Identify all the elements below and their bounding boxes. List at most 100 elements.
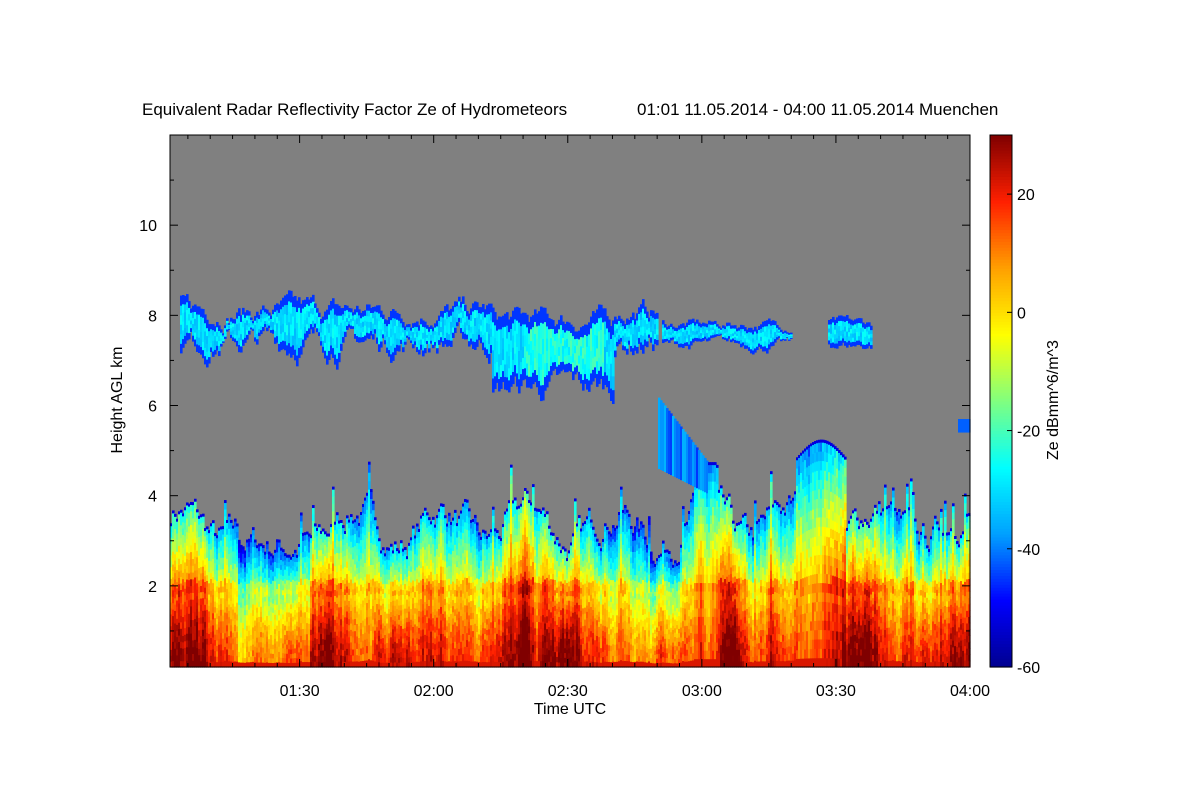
- echo-cell: [430, 619, 433, 626]
- echo-cell: [448, 540, 451, 548]
- echo-cell: [240, 339, 243, 347]
- echo-cell: [312, 627, 315, 635]
- echo-cell: [414, 613, 417, 620]
- echo-cell: [350, 547, 353, 555]
- echo-cell: [370, 549, 373, 558]
- echo-cell: [188, 512, 191, 520]
- echo-cell: [258, 636, 261, 643]
- echo-cell: [190, 319, 193, 325]
- echo-cell: [462, 599, 465, 608]
- echo-cell: [240, 333, 243, 341]
- echo-cell: [360, 596, 363, 604]
- echo-cell: [204, 564, 207, 571]
- echo-cell: [230, 606, 233, 614]
- echo-cell: [252, 529, 255, 536]
- echo-cell: [440, 505, 443, 513]
- echo-cell: [250, 552, 253, 559]
- echo-cell: [334, 649, 337, 656]
- echo-cell: [322, 576, 325, 583]
- echo-cell: [410, 656, 413, 663]
- echo-cell: [262, 612, 265, 618]
- echo-cell: [454, 589, 457, 597]
- echo-cell: [372, 591, 375, 600]
- echo-edge: [232, 525, 235, 529]
- echo-cell: [430, 613, 433, 620]
- echo-cell: [284, 340, 287, 351]
- echo-cell: [272, 648, 275, 654]
- echo-cell: [230, 330, 233, 335]
- echo-cell: [442, 546, 445, 554]
- echo-cell: [334, 577, 337, 585]
- echo-cell: [250, 634, 253, 641]
- echo-cell: [322, 334, 325, 341]
- echo-cell: [440, 592, 443, 601]
- echo-cell: [274, 652, 277, 659]
- echo-cell: [200, 308, 203, 317]
- echo-cell: [322, 604, 325, 611]
- echo-cell: [266, 327, 269, 332]
- echo-cell: [294, 317, 297, 329]
- echo-cell: [446, 661, 449, 668]
- echo-cell: [304, 606, 307, 613]
- echo-cell: [310, 585, 313, 592]
- echo-cell: [222, 333, 225, 336]
- echo-edge: [352, 520, 355, 524]
- echo-cell: [252, 626, 255, 634]
- echo-cell: [440, 525, 443, 533]
- echo-cell: [232, 568, 235, 575]
- echo-cell: [362, 633, 365, 641]
- echo-cell: [254, 593, 257, 600]
- echo-cell: [356, 617, 359, 624]
- echo-cell: [288, 561, 291, 567]
- echo-cell: [290, 608, 293, 614]
- echo-cell: [330, 318, 333, 328]
- echo-cell: [260, 575, 263, 582]
- echo-cell: [364, 604, 367, 612]
- echo-cell: [278, 630, 281, 637]
- echo-cell: [454, 544, 457, 552]
- echo-cell: [262, 309, 265, 315]
- echo-cell: [424, 588, 427, 596]
- echo-cell: [382, 333, 385, 339]
- echo-cell: [390, 641, 393, 648]
- echo-cell: [220, 638, 223, 645]
- echo-cell: [466, 549, 469, 558]
- echo-cell: [424, 509, 427, 517]
- echo-cell: [388, 623, 391, 629]
- echo-cell: [240, 601, 243, 608]
- echo-cell: [492, 521, 495, 530]
- echo-cell: [368, 548, 371, 558]
- echo-cell: [320, 655, 323, 663]
- echo-cell: [368, 590, 371, 600]
- echo-cell: [418, 344, 421, 350]
- echo-cell: [358, 649, 361, 656]
- echo-cell: [366, 616, 369, 625]
- echo-cell: [380, 581, 383, 587]
- echo-cell: [290, 594, 293, 600]
- echo-cell: [170, 572, 173, 579]
- echo-cell: [278, 646, 281, 652]
- echo-cell: [280, 603, 283, 609]
- echo-cell: [176, 581, 179, 589]
- echo-cell: [264, 572, 267, 578]
- echo-cell: [206, 586, 209, 593]
- echo-cell: [174, 622, 177, 630]
- echo-cell: [298, 327, 301, 338]
- echo-cell: [334, 643, 337, 650]
- echo-cell: [458, 567, 461, 575]
- echo-cell: [270, 615, 273, 622]
- echo-cell: [188, 307, 191, 315]
- echo-cell: [170, 602, 173, 609]
- echo-cell: [228, 622, 231, 630]
- echo-cell: [170, 531, 173, 538]
- echo-cell: [466, 598, 469, 606]
- echo-cell: [328, 323, 331, 333]
- echo-cell: [430, 643, 433, 650]
- echo-cell: [242, 563, 245, 569]
- echo-cell: [292, 643, 295, 650]
- echo-cell: [402, 623, 405, 629]
- echo-cell: [392, 590, 395, 596]
- echo-cell: [236, 531, 239, 538]
- echo-cell: [366, 588, 369, 596]
- echo-cell: [412, 643, 415, 651]
